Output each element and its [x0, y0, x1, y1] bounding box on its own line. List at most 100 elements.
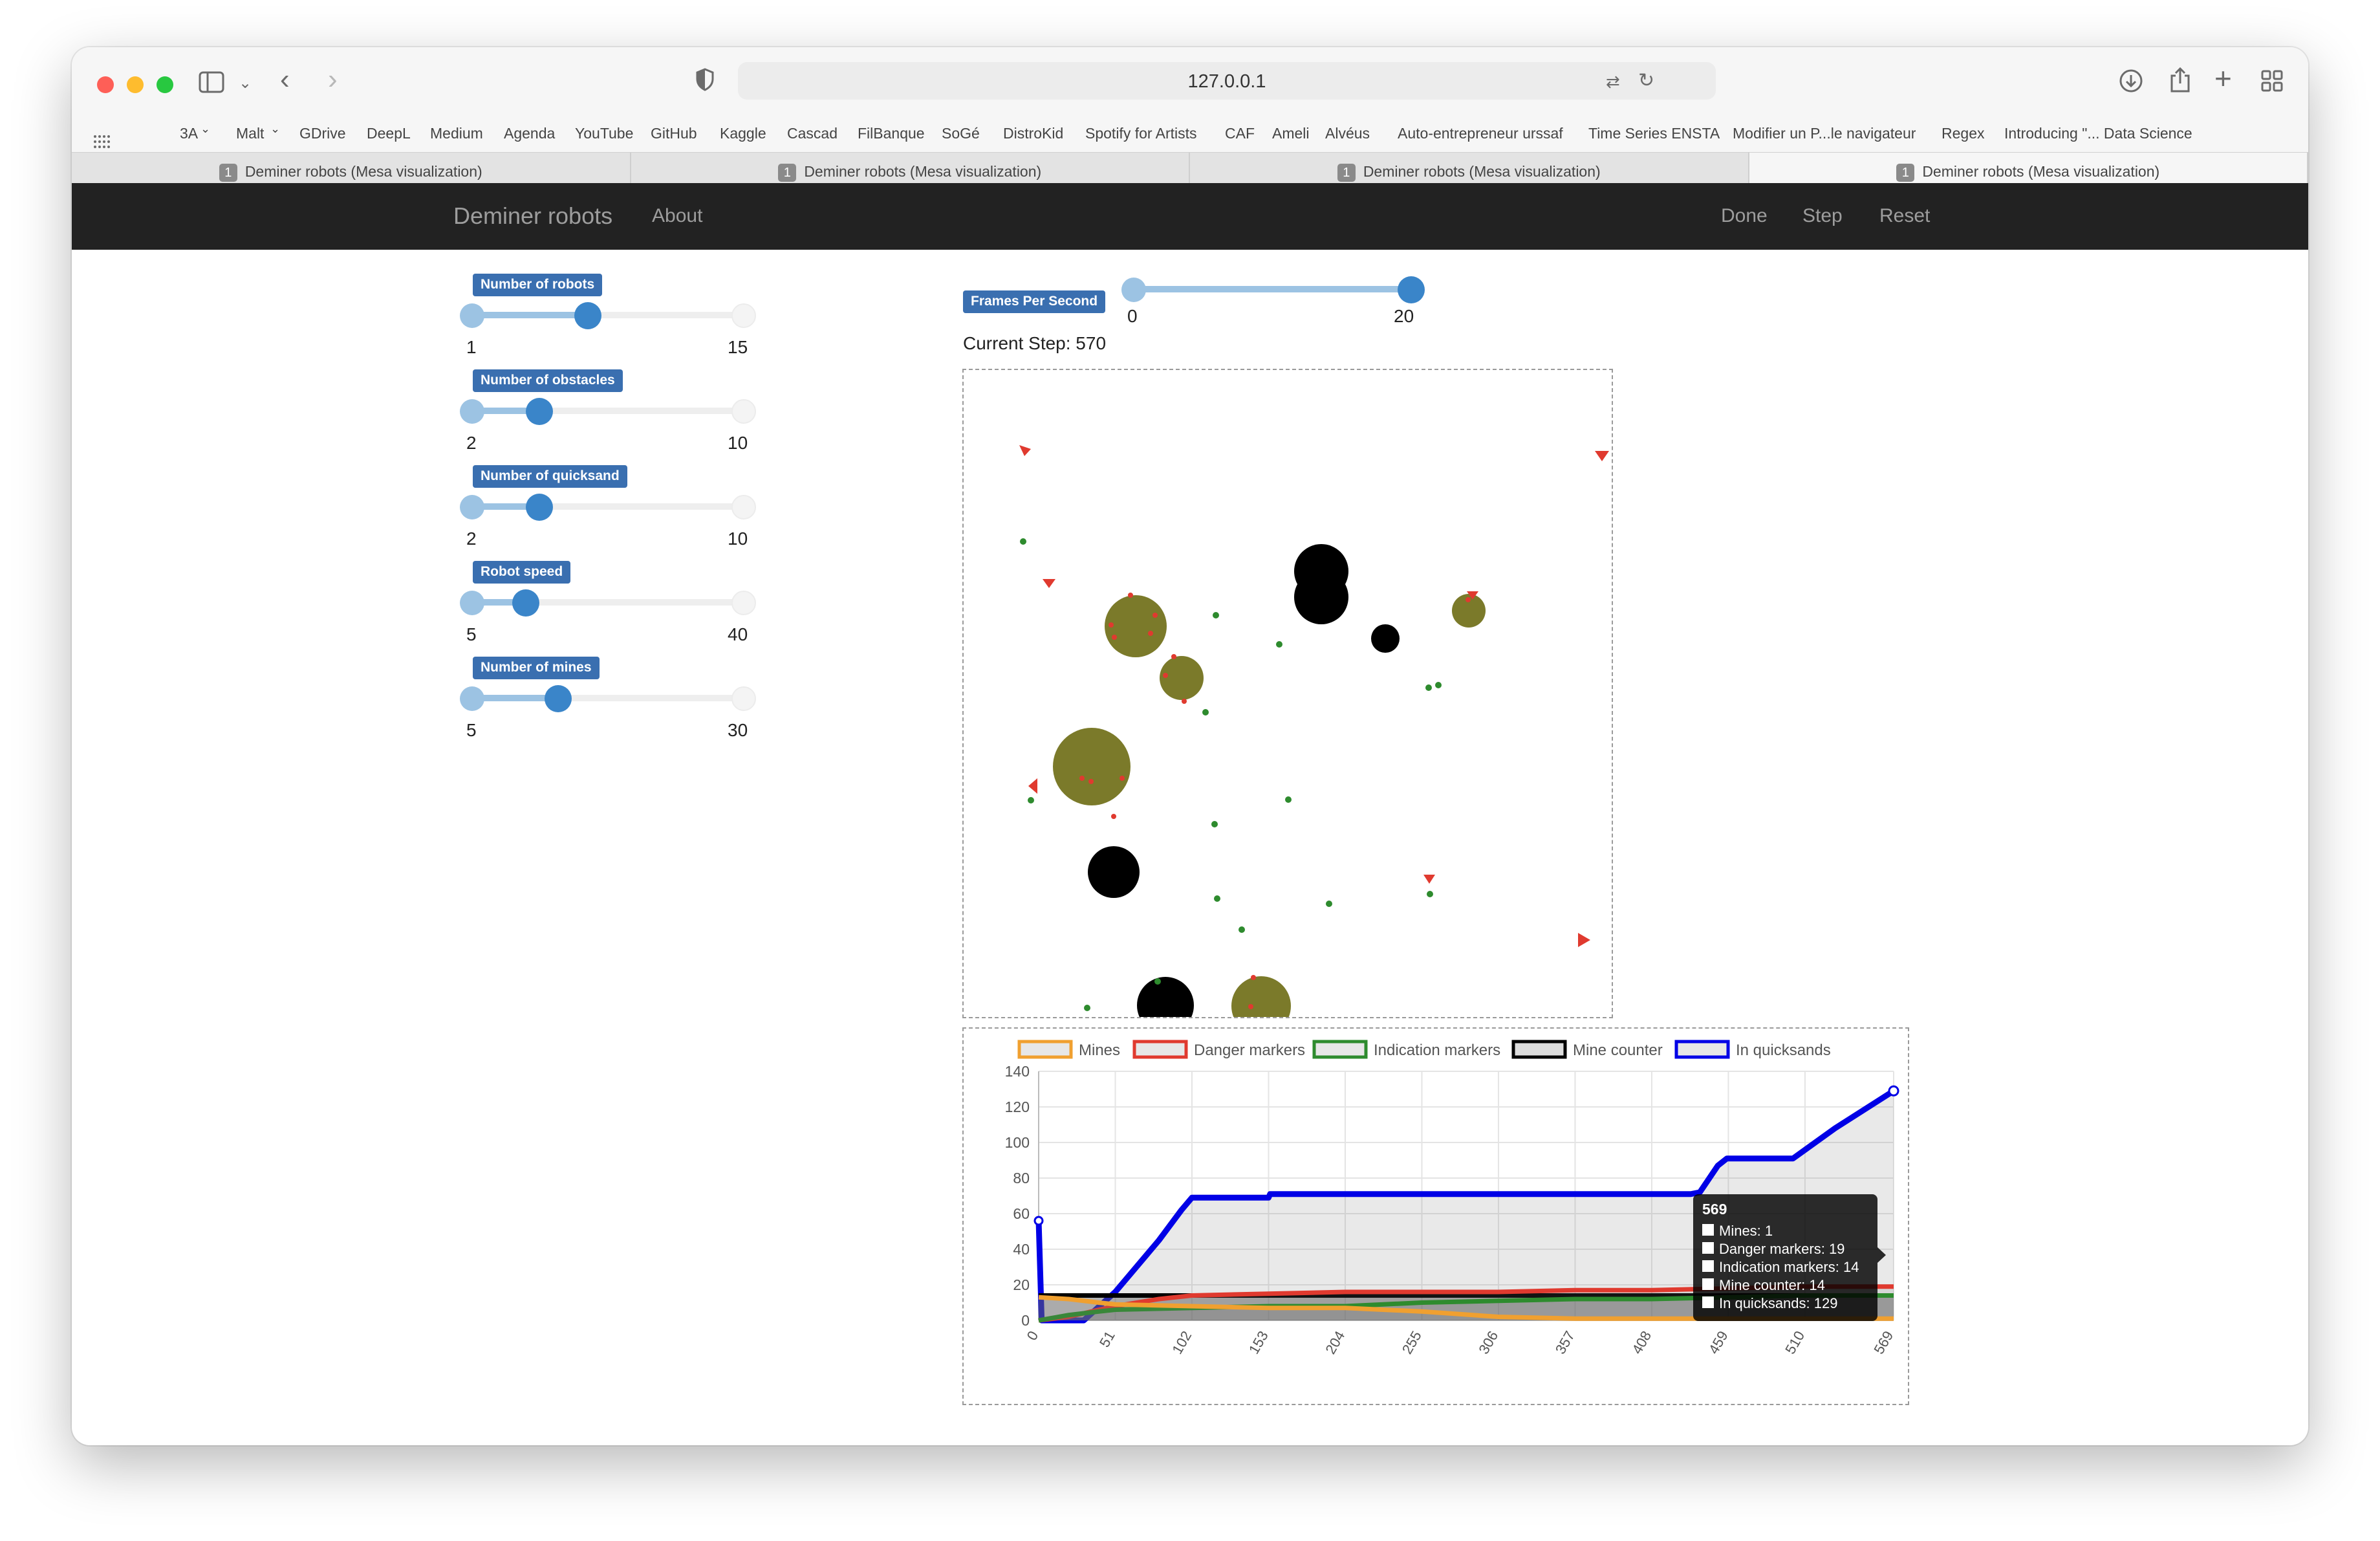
- slider-max-knob: [731, 495, 756, 519]
- download-icon[interactable]: [2118, 68, 2144, 98]
- slider-fill: [471, 503, 539, 510]
- slider-handle[interactable]: [512, 589, 539, 617]
- bookmark-item[interactable]: Auto-entrepreneur urssaf: [1398, 125, 1563, 142]
- x-tick-label: 102: [1169, 1328, 1195, 1357]
- bookmark-item[interactable]: Cascad: [787, 125, 838, 142]
- tooltip-color-box: [1702, 1242, 1714, 1254]
- bookmark-item[interactable]: Time Series ENSTA: [1588, 125, 1720, 142]
- tab-title-text: Deminer robots (Mesa visualization): [1922, 163, 2160, 180]
- series-area-4: [1039, 1091, 1894, 1320]
- bookmark-item[interactable]: Regex: [1942, 125, 1985, 142]
- bookmark-item[interactable]: DistroKid: [1003, 125, 1064, 142]
- chart-tooltip: 569 Mines: 1 Danger markers: 19 Indication …: [1693, 1194, 1886, 1321]
- translate-icon[interactable]: ⇄: [1606, 72, 1620, 91]
- done-button[interactable]: Done: [1721, 205, 1768, 226]
- x-tick-label: 459: [1705, 1328, 1731, 1357]
- series-line-4[interactable]: [1035, 1088, 1896, 1324]
- slider-min-knob: [460, 399, 484, 424]
- legend-item[interactable]: Mine counter: [1511, 1040, 1663, 1059]
- chevron-down-icon: ⌄: [270, 122, 281, 135]
- slider-track: [471, 503, 743, 510]
- quicksand-zone: [1452, 594, 1486, 628]
- indication-marker: [1276, 641, 1282, 648]
- slider-track: [471, 599, 743, 606]
- tab-overview-icon[interactable]: [2261, 70, 2283, 96]
- minimize-window-button[interactable]: [127, 76, 144, 93]
- robot: [1595, 451, 1609, 461]
- bookmark-item[interactable]: GDrive: [299, 125, 346, 142]
- reload-icon[interactable]: ↻: [1638, 70, 1655, 91]
- slider-fill: [471, 408, 539, 414]
- param-min-label: 2: [466, 433, 477, 453]
- slider-quicksand[interactable]: [460, 492, 756, 521]
- bookmark-item[interactable]: 3A: [180, 125, 199, 142]
- series-end-point[interactable]: [1888, 1085, 1899, 1097]
- bookmark-item[interactable]: Ameli: [1272, 125, 1310, 142]
- slider-obstacles[interactable]: [460, 397, 756, 425]
- legend-item[interactable]: In quicksands: [1674, 1040, 1831, 1059]
- bookmark-item[interactable]: Alvéus: [1325, 125, 1370, 142]
- bookmark-item[interactable]: Kaggle: [720, 125, 766, 142]
- slider-track: [471, 312, 743, 318]
- slider-handle[interactable]: [526, 494, 553, 521]
- slider-handle[interactable]: [574, 302, 601, 329]
- tooltip-color-box: [1702, 1224, 1714, 1236]
- legend-swatch: [1511, 1040, 1567, 1059]
- sidebar-toggle-icon[interactable]: [199, 71, 224, 98]
- reset-button[interactable]: Reset: [1879, 205, 1931, 226]
- bookmark-item[interactable]: Introducing "... Data Science: [2004, 125, 2192, 142]
- bookmark-item[interactable]: Spotify for Artists: [1085, 125, 1197, 142]
- x-tick-label: 510: [1782, 1328, 1808, 1357]
- legend-label: Mines: [1079, 1042, 1120, 1059]
- slider-fill: [471, 599, 526, 606]
- slider-robot-speed[interactable]: [460, 588, 756, 617]
- browser-tab[interactable]: 1 Deminer robots (Mesa visualization): [1190, 153, 1749, 191]
- new-tab-icon[interactable]: +: [2214, 61, 2232, 95]
- bookmark-item[interactable]: YouTube: [575, 125, 634, 142]
- browser-window: ⌄ ‹ › 127.0.0.1 ⇄ ↻ + 3A Malt GDrive DeepL M…: [72, 47, 2308, 1445]
- legend-label: Mine counter: [1573, 1042, 1663, 1059]
- fps-slider[interactable]: [1121, 275, 1425, 303]
- step-button[interactable]: Step: [1802, 205, 1843, 226]
- fps-slider-handle[interactable]: [1398, 276, 1425, 303]
- address-bar[interactable]: 127.0.0.1 ⇄ ↻: [738, 62, 1716, 100]
- chevron-down-icon[interactable]: ⌄: [239, 74, 252, 92]
- slider-handle[interactable]: [545, 685, 572, 712]
- bookmark-item[interactable]: Malt: [236, 125, 265, 142]
- bookmark-item[interactable]: Agenda: [504, 125, 556, 142]
- zoom-window-button[interactable]: [157, 76, 173, 93]
- tooltip-line: Mine counter: 14: [1719, 1277, 1825, 1293]
- close-window-button[interactable]: [97, 76, 114, 93]
- indication-marker: [1435, 682, 1442, 688]
- legend-item[interactable]: Indication markers: [1312, 1040, 1500, 1059]
- slider-max-knob: [731, 303, 756, 328]
- forward-icon[interactable]: ›: [328, 63, 338, 95]
- param-max-label: 40: [728, 624, 748, 644]
- browser-tab[interactable]: 1 Deminer robots (Mesa visualization): [72, 153, 631, 191]
- slider-handle[interactable]: [526, 398, 553, 425]
- back-icon[interactable]: ‹: [280, 63, 290, 95]
- series-start-point[interactable]: [1033, 1216, 1044, 1226]
- bookmark-item[interactable]: FilBanque: [858, 125, 925, 142]
- bookmark-item[interactable]: DeepL: [367, 125, 411, 142]
- legend-item[interactable]: Mines: [1017, 1040, 1120, 1059]
- shield-icon[interactable]: [695, 68, 715, 96]
- bookmark-item[interactable]: SoGé: [942, 125, 980, 142]
- share-icon[interactable]: [2169, 67, 2192, 98]
- slider-robots[interactable]: [460, 301, 756, 329]
- browser-tab[interactable]: 1 Deminer robots (Mesa visualization): [631, 153, 1190, 191]
- brand-link[interactable]: Deminer robots: [453, 202, 613, 229]
- y-tick-label: 80: [1013, 1170, 1030, 1186]
- bookmark-item[interactable]: CAF: [1225, 125, 1255, 142]
- about-link[interactable]: About: [652, 205, 703, 226]
- simulation-grid: [962, 369, 1613, 1018]
- apps-grid-icon[interactable]: [93, 127, 111, 153]
- bookmark-item[interactable]: Medium: [430, 125, 483, 142]
- bookmark-item[interactable]: Modifier un P...le navigateur: [1733, 125, 1916, 142]
- bookmark-item[interactable]: GitHub: [651, 125, 697, 142]
- series-area-2: [1039, 1295, 1894, 1320]
- slider-mines[interactable]: [460, 684, 756, 712]
- legend-item[interactable]: Danger markers: [1132, 1040, 1305, 1059]
- x-tick-label: 306: [1475, 1328, 1501, 1357]
- tooltip-title: 569: [1702, 1201, 1727, 1218]
